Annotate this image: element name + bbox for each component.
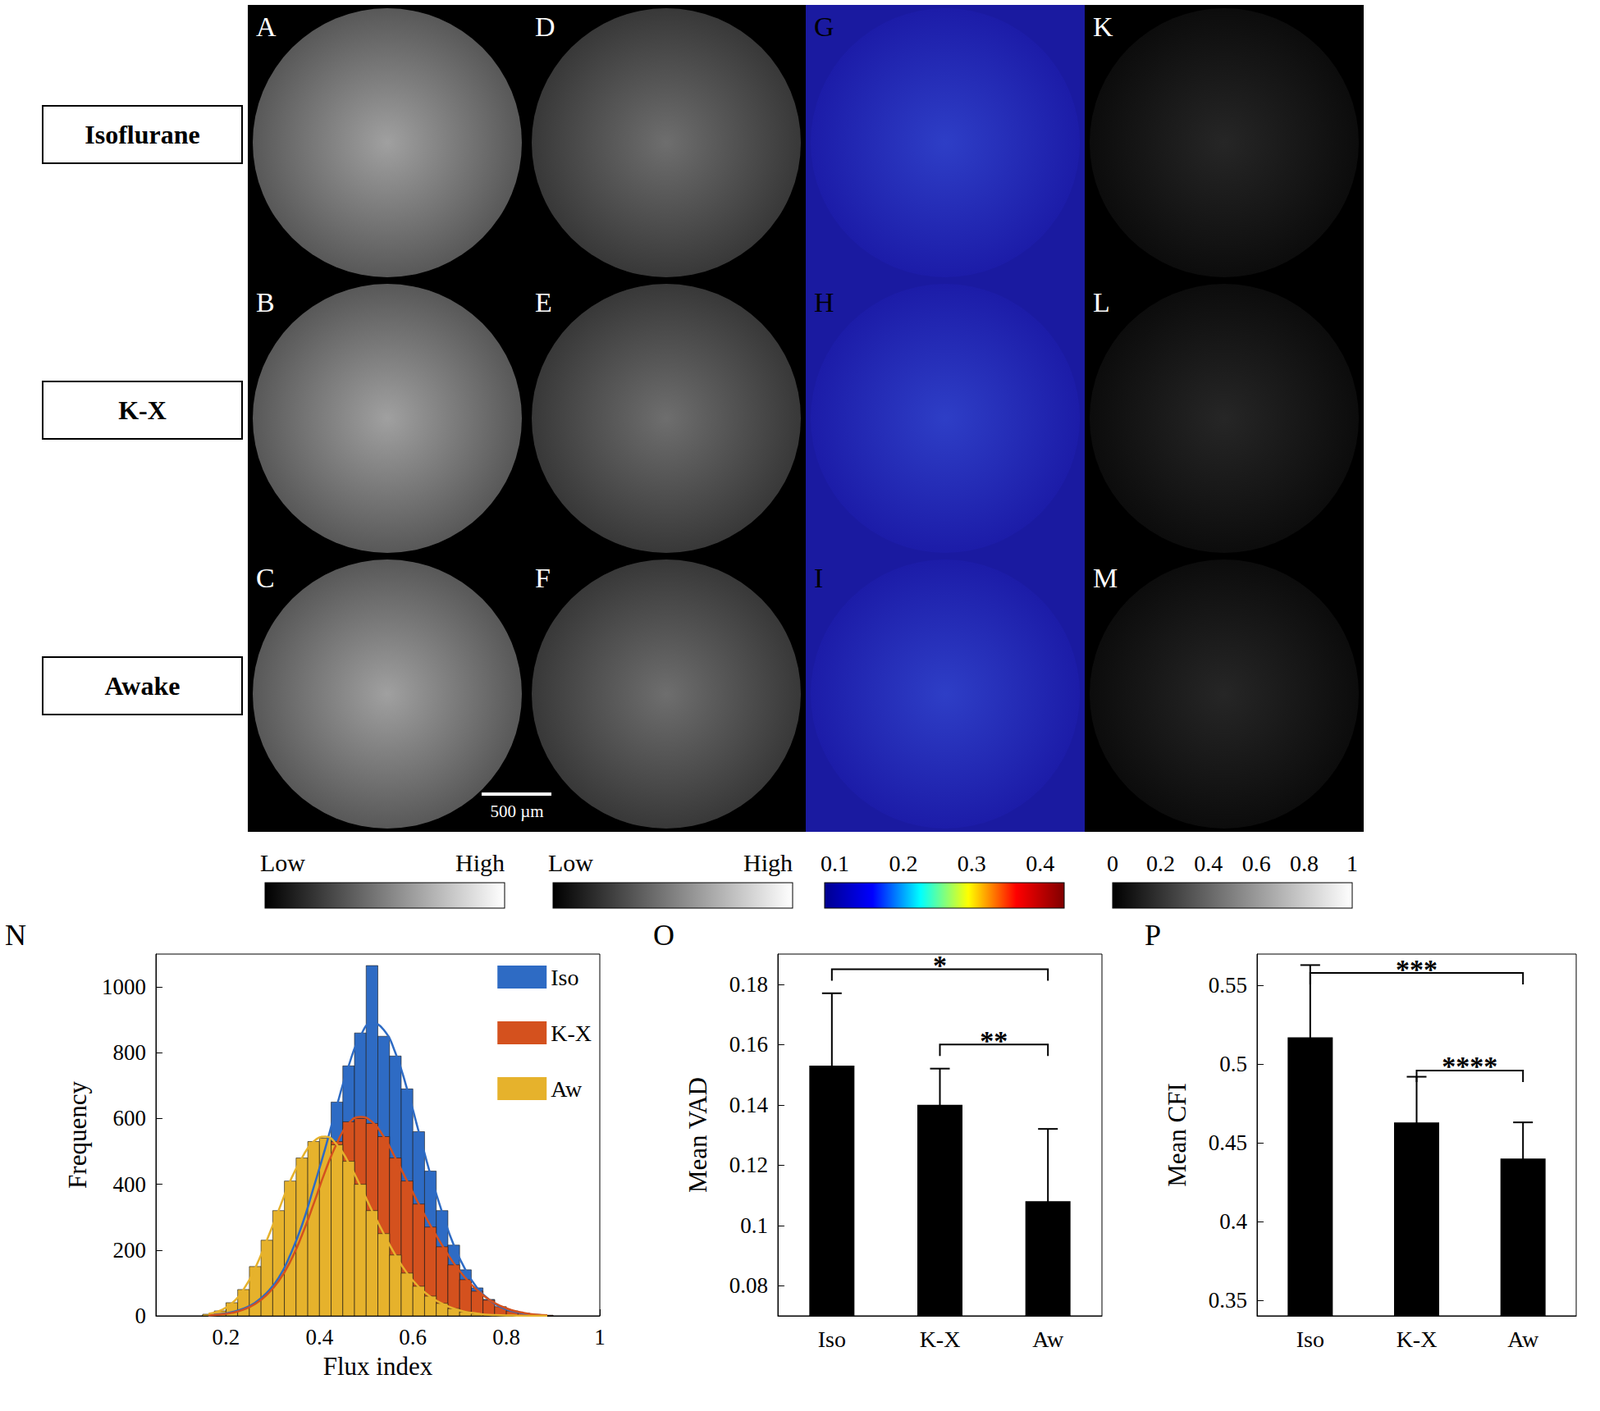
svg-text:0.6: 0.6 — [1242, 850, 1271, 877]
svg-text:0.1: 0.1 — [820, 850, 850, 877]
svg-text:I: I — [813, 562, 823, 594]
svg-text:Aw: Aw — [1032, 1326, 1065, 1353]
svg-text:K: K — [1092, 11, 1114, 42]
svg-text:200: 200 — [113, 1238, 147, 1263]
svg-text:Mean CFI: Mean CFI — [1162, 1083, 1192, 1188]
svg-text:600: 600 — [113, 1106, 147, 1131]
svg-text:L: L — [1092, 287, 1111, 318]
svg-text:Iso: Iso — [550, 964, 579, 991]
svg-text:F: F — [534, 562, 551, 594]
svg-text:1: 1 — [1346, 850, 1358, 877]
svg-text:****: **** — [1441, 1051, 1498, 1082]
svg-text:1000: 1000 — [101, 974, 147, 1000]
svg-text:0.4: 0.4 — [1219, 1209, 1248, 1235]
svg-text:Awake: Awake — [105, 671, 181, 701]
svg-text:Isoflurane: Isoflurane — [84, 119, 200, 150]
svg-text:0.45: 0.45 — [1208, 1130, 1248, 1156]
svg-text:Iso: Iso — [1296, 1326, 1325, 1353]
svg-text:0.12: 0.12 — [729, 1152, 768, 1178]
svg-text:800: 800 — [113, 1040, 147, 1066]
svg-text:1: 1 — [594, 1325, 606, 1350]
svg-text:*: * — [932, 950, 947, 981]
svg-text:0.4: 0.4 — [305, 1325, 334, 1350]
svg-text:0.3: 0.3 — [957, 850, 987, 877]
svg-text:0: 0 — [1106, 850, 1119, 877]
svg-text:G: G — [813, 11, 835, 42]
svg-text:0.2: 0.2 — [1146, 850, 1175, 877]
svg-text:0.4: 0.4 — [1193, 850, 1223, 877]
svg-text:Frequency: Frequency — [63, 1081, 92, 1189]
svg-text:C: C — [256, 562, 275, 594]
svg-text:Low: Low — [260, 849, 306, 877]
svg-text:0.08: 0.08 — [729, 1273, 768, 1299]
svg-text:0.35: 0.35 — [1208, 1288, 1248, 1313]
svg-text:0.8: 0.8 — [492, 1325, 521, 1350]
svg-text:0.5: 0.5 — [1219, 1051, 1248, 1077]
svg-text:K-X: K-X — [118, 395, 167, 426]
svg-text:P: P — [1144, 918, 1162, 952]
svg-text:0.6: 0.6 — [398, 1325, 427, 1350]
svg-text:***: *** — [1395, 954, 1438, 985]
svg-text:Low: Low — [548, 849, 594, 877]
svg-text:0.18: 0.18 — [729, 972, 768, 997]
svg-text:E: E — [534, 287, 553, 318]
svg-text:0.55: 0.55 — [1208, 973, 1248, 998]
svg-text:0.4: 0.4 — [1025, 850, 1055, 877]
svg-text:K-X: K-X — [550, 1020, 592, 1047]
svg-text:0: 0 — [135, 1303, 147, 1329]
svg-text:High: High — [455, 849, 505, 877]
svg-text:A: A — [256, 11, 277, 42]
svg-text:K-X: K-X — [919, 1326, 961, 1353]
svg-text:O: O — [653, 918, 675, 952]
svg-text:M: M — [1092, 562, 1118, 594]
svg-text:N: N — [4, 918, 27, 952]
svg-text:Aw: Aw — [550, 1076, 583, 1102]
svg-text:Flux index: Flux index — [323, 1352, 434, 1381]
svg-text:0.16: 0.16 — [729, 1032, 768, 1057]
svg-text:D: D — [534, 11, 556, 42]
svg-text:Iso: Iso — [818, 1326, 846, 1353]
svg-text:K-X: K-X — [1396, 1326, 1438, 1353]
svg-text:500 µm: 500 µm — [489, 801, 544, 822]
svg-text:Aw: Aw — [1507, 1326, 1540, 1353]
svg-text:0.2: 0.2 — [212, 1325, 241, 1350]
svg-text:H: H — [813, 287, 835, 318]
svg-text:0.2: 0.2 — [888, 850, 918, 877]
svg-text:0.8: 0.8 — [1289, 850, 1319, 877]
svg-text:B: B — [256, 287, 275, 318]
svg-text:**: ** — [979, 1025, 1008, 1056]
svg-text:Mean VAD: Mean VAD — [683, 1077, 713, 1194]
svg-text:0.14: 0.14 — [729, 1092, 769, 1118]
svg-text:400: 400 — [113, 1172, 147, 1198]
svg-text:0.1: 0.1 — [740, 1213, 768, 1239]
svg-text:High: High — [743, 849, 793, 877]
